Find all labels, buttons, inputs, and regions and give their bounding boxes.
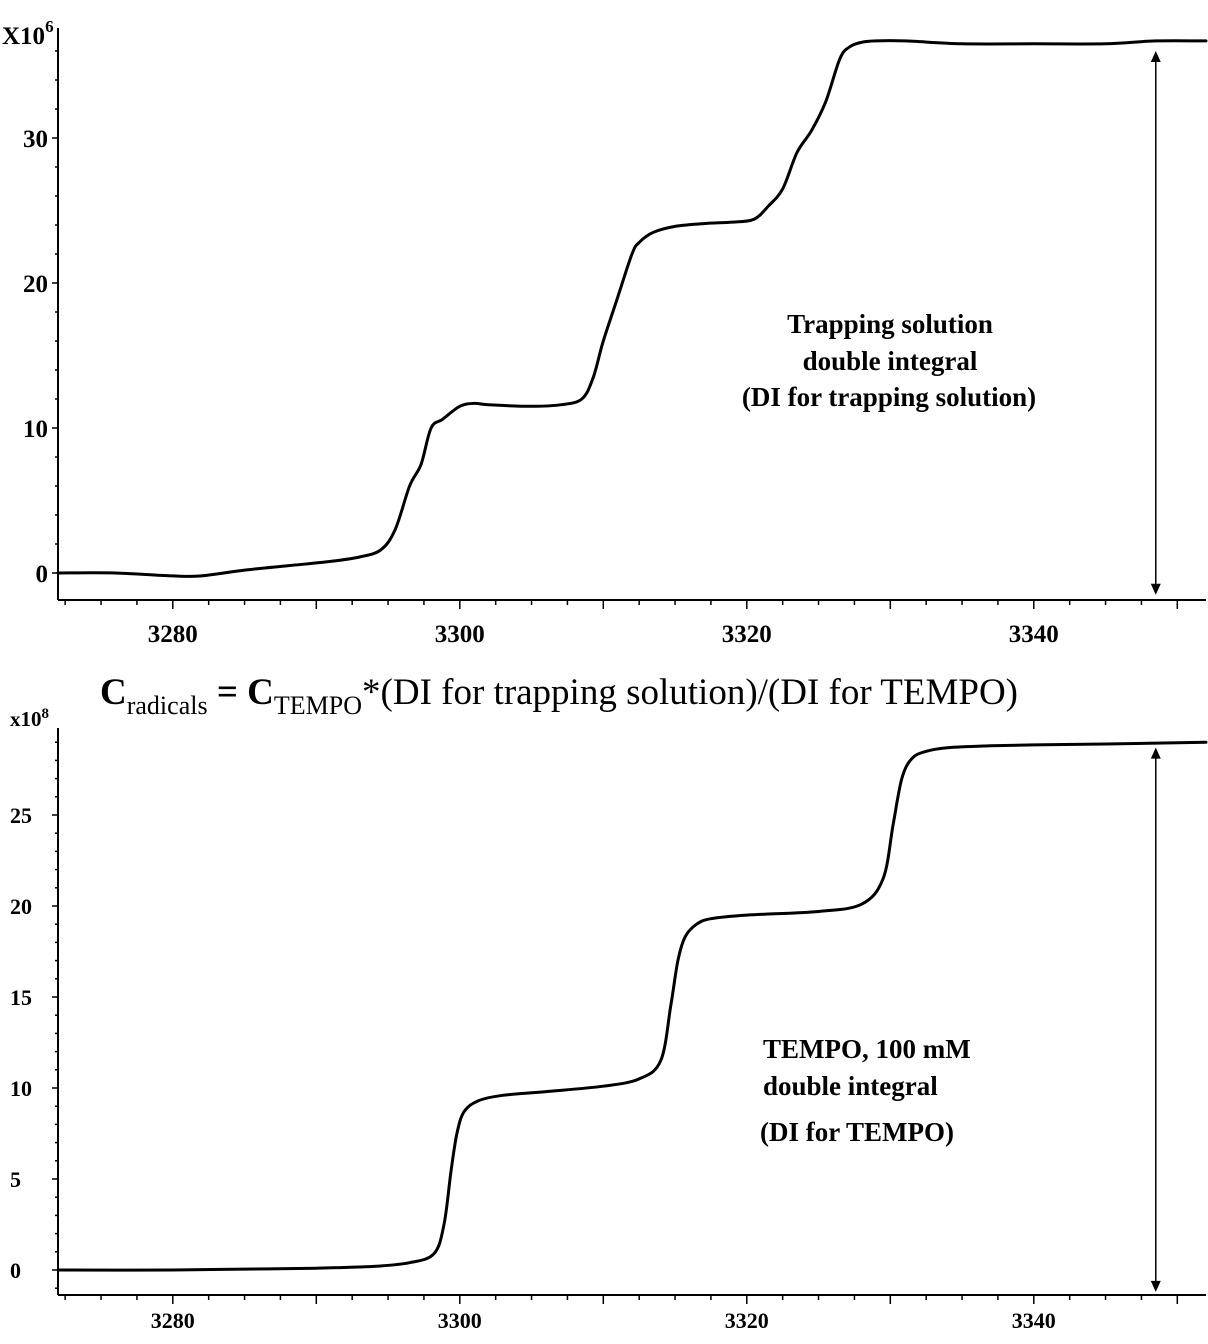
arrow-head-up [1150, 51, 1161, 62]
x-tick-label: 3280 [148, 621, 198, 648]
y-tick-label: 30 [23, 126, 48, 153]
y-tick-label: 20 [23, 271, 48, 298]
annotation-line-2-top: double integral [803, 346, 978, 376]
y-tick-label: 0 [36, 561, 49, 588]
x-tick-label: 3320 [725, 1308, 769, 1333]
y-tick-label: 0 [10, 1258, 21, 1283]
axes-bottom [57, 728, 1206, 1296]
y-multiplier-top: X106 [2, 17, 54, 50]
y-tick-label: 25 [10, 803, 32, 828]
arrow-head-down [1150, 583, 1161, 595]
x-tick-label: 3300 [435, 621, 485, 648]
x-tick-label: 3340 [1009, 621, 1059, 648]
ticks-bottom: 3280 3300 3320 3340 0 5 10 15 20 25 [10, 741, 1179, 1333]
y-multiplier-bottom: x108 [10, 706, 49, 731]
formula: Cradicals = CTEMPO*(DI for trapping solu… [100, 672, 1018, 720]
arrow-top [1150, 51, 1161, 595]
chart-tempo: x108 3280 3300 3320 3340 0 5 10 15 20 25 TEMPO, 1… [10, 706, 1208, 1333]
x-tick-label: 3340 [1012, 1308, 1056, 1333]
annotation-line-1-bottom: TEMPO, 100 mM [763, 1034, 971, 1064]
chart-trapping-solution: X106 3280 3300 3320 3340 0 10 20 30 Trapping so… [2, 17, 1208, 648]
x-tick-label: 3320 [722, 621, 772, 648]
series-line-top [56, 39, 1208, 578]
x-tick-label: 3280 [151, 1308, 195, 1333]
series-line-bottom [56, 740, 1208, 1272]
arrow-head-up [1150, 747, 1161, 759]
y-tick-label: 10 [23, 416, 48, 443]
ticks-top: 3280 3300 3320 3340 0 10 20 30 [23, 50, 1179, 648]
y-tick-label: 10 [10, 1076, 32, 1101]
annotation-line-3-bottom: (DI for TEMPO) [760, 1117, 954, 1147]
y-tick-label: 15 [10, 985, 32, 1010]
arrow-bottom [1150, 747, 1161, 1292]
arrow-head-down [1150, 1280, 1161, 1292]
axes-top [57, 28, 1206, 601]
annotation-line-1-top: Trapping solution [787, 309, 993, 339]
y-tick-label: 20 [10, 894, 32, 919]
x-tick-label: 3300 [438, 1308, 482, 1333]
annotation-line-2-bottom: double integral [763, 1071, 938, 1101]
y-tick-label: 5 [10, 1167, 21, 1192]
annotation-line-3-top: (DI for trapping solution) [742, 382, 1036, 412]
